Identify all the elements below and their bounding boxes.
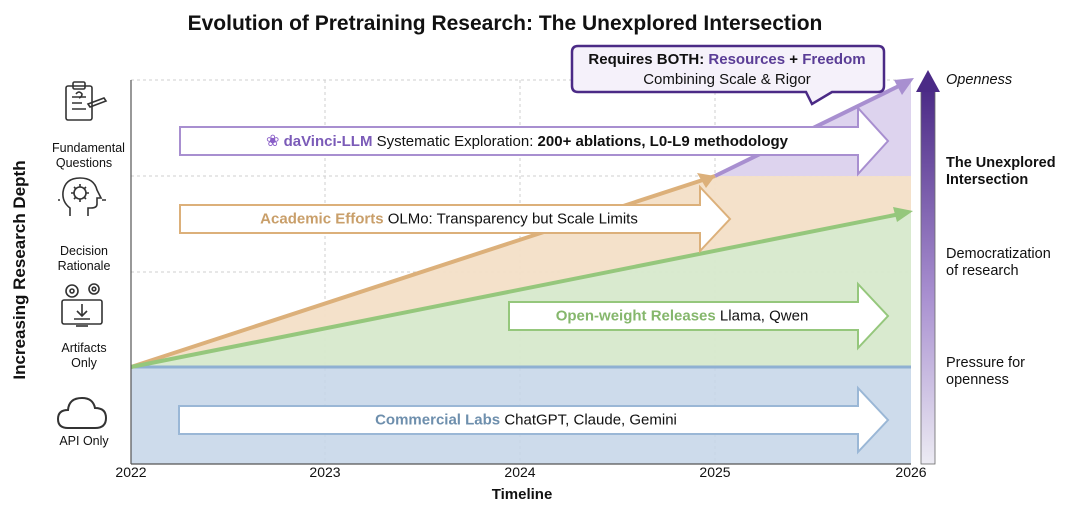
- level-fundamental-line1: Fundamental: [52, 141, 125, 155]
- unexplored-line1: The Unexplored: [946, 155, 1056, 171]
- davinci-arrow-shape: [179, 105, 890, 177]
- callout-plus: +: [785, 51, 803, 68]
- academic-trend-arrowhead: [697, 173, 715, 188]
- callout-line1: Requires BOTH: Resources + Freedom: [570, 50, 884, 70]
- openness-label: Openness: [946, 72, 1013, 88]
- cloud-icon: [56, 396, 108, 429]
- commercial-name: Commercial Labs: [375, 411, 501, 429]
- commercial-rest: ChatGPT, Claude, Gemini: [500, 411, 677, 429]
- callout-text: Requires BOTH: Resources + Freedom Combi…: [570, 50, 884, 90]
- callout-box: [570, 44, 886, 106]
- commercial-label: Commercial Labs ChatGPT, Claude, Gemini: [375, 412, 677, 429]
- level-artifacts: Artifacts Only: [52, 341, 116, 371]
- level-artifacts-line1: Artifacts: [61, 341, 107, 355]
- democratization-line1: Democratization: [946, 246, 1051, 262]
- award-icon: ❀: [265, 133, 280, 150]
- democratization-line2: of research: [946, 263, 1019, 279]
- unexplored-label: The Unexplored Intersection: [946, 155, 1056, 189]
- pressure-line2: openness: [946, 372, 1009, 388]
- academic-arrow-shape: [179, 184, 732, 254]
- y-axis-label: Increasing Research Depth: [10, 160, 29, 380]
- level-decision-line1: Decision: [60, 244, 108, 258]
- level-decision-line2: Rationale: [57, 259, 111, 273]
- openness-arrowhead: [916, 70, 940, 92]
- callout-lead: Requires BOTH:: [588, 51, 709, 68]
- head-gear-icon: [58, 177, 106, 216]
- davinci-bold: 200+ ablations, L0-L9 methodology: [537, 133, 789, 150]
- academic-name: Academic Efforts: [260, 210, 384, 228]
- democratization-label: Democratization of research: [946, 246, 1051, 280]
- clipboard-icon: [65, 81, 108, 121]
- x-axis-label: Timeline: [491, 486, 553, 503]
- level-artifacts-line2: Only: [71, 356, 97, 370]
- tick-2026: 2026: [895, 464, 927, 480]
- pressure-line1: Pressure for: [946, 355, 1025, 371]
- pressure-label: Pressure for openness: [946, 355, 1025, 389]
- callout-freedom: Freedom: [802, 51, 866, 68]
- tick-2023: 2023: [309, 464, 341, 480]
- open-weight-trend-line: [130, 211, 906, 369]
- davinci-trend-arrowhead: [894, 78, 914, 95]
- commercial-arrow-shape: [178, 385, 890, 455]
- callout-resources: Resources: [708, 51, 786, 68]
- academic-rest: OLMo: Transparency but Scale Limits: [383, 210, 638, 228]
- tick-2024: 2024: [504, 464, 536, 480]
- level-api: API Only: [52, 434, 116, 449]
- chart-title: Evolution of Pretraining Research: The U…: [187, 12, 823, 35]
- unexplored-line2: Intersection: [946, 172, 1029, 188]
- open-weight-trend-arrowhead: [893, 207, 913, 222]
- callout-line2: Combining Scale & Rigor: [643, 71, 811, 88]
- axes: [130, 80, 911, 465]
- davinci-label: ❀ daVinci-LLM Systematic Exploration: 20…: [266, 131, 788, 151]
- tick-2025: 2025: [699, 464, 731, 480]
- open-weight-name: Open-weight Releases: [555, 307, 716, 325]
- open-weight-label: Open-weight Releases Llama, Qwen: [556, 308, 809, 325]
- davinci-rest: Systematic Exploration:: [372, 133, 538, 150]
- davinci-name: daVinci-LLM: [283, 133, 373, 150]
- level-fundamental: Fundamental Questions: [52, 141, 125, 171]
- open-weight-arrow-shape: [508, 281, 890, 351]
- computer-gears-icon: [61, 283, 103, 327]
- openness-bar: [920, 87, 936, 465]
- open-weight-rest: Llama, Qwen: [715, 307, 809, 325]
- level-fundamental-line2: Questions: [55, 156, 113, 170]
- level-api-line1: API Only: [59, 434, 109, 448]
- level-decision: Decision Rationale: [52, 244, 116, 274]
- tick-2022: 2022: [115, 464, 147, 480]
- academic-label: Academic Efforts OLMo: Transparency but …: [260, 211, 638, 228]
